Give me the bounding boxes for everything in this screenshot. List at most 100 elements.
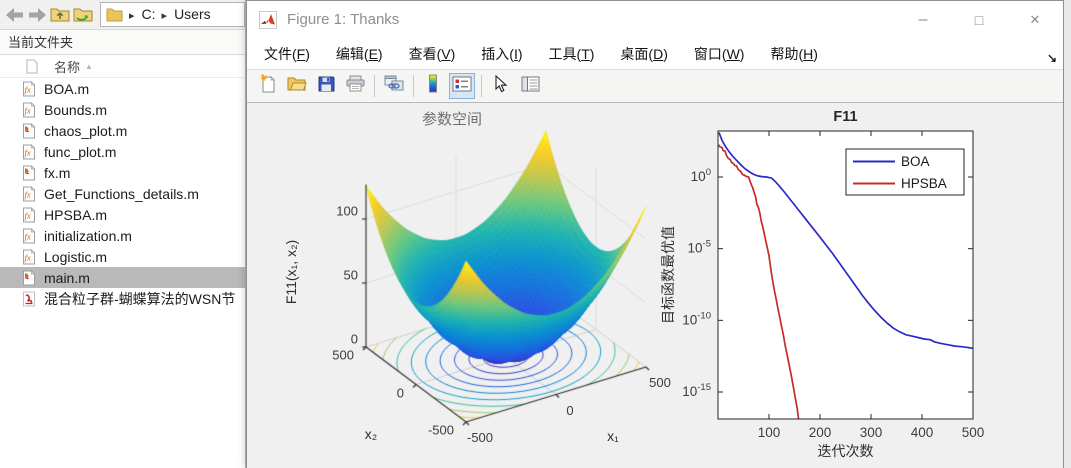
legend[interactable]: BOA HPSBA: [845, 148, 965, 196]
edit-plot-button[interactable]: [488, 73, 514, 99]
menu-item-insert[interactable]: 插入(I): [481, 45, 523, 62]
breadcrumb-segment[interactable]: Users: [158, 6, 213, 22]
property-inspector-button[interactable]: [517, 73, 543, 99]
y-tick-label: 100: [691, 167, 711, 184]
menu-item-window[interactable]: 窗口(W): [693, 45, 745, 62]
file-name: initialization.m: [44, 227, 132, 244]
y-tick-label: 10-10: [682, 310, 711, 327]
file-row[interactable]: 混合粒子群-蝴蝶算法的WSN节: [0, 288, 245, 309]
svg-text:fx: fx: [25, 252, 31, 262]
svg-text:fx: fx: [25, 210, 31, 220]
new-figure-button[interactable]: [255, 73, 281, 99]
x-tick-label: 400: [911, 425, 934, 440]
file-name: 混合粒子群-蝴蝶算法的WSN节: [44, 290, 236, 307]
insert-legend-icon: [452, 76, 472, 97]
figure-menubar: 文件(F) 编辑(E) 查看(V) 插入(I) 工具(T) 桌面(D) 窗口(W) 帮助(H): [247, 38, 1063, 70]
file-name: fx.m: [44, 164, 71, 181]
save-figure-button[interactable]: [313, 73, 339, 99]
svg-text:fx: fx: [25, 84, 31, 94]
link-plot-icon: [384, 75, 404, 97]
forward-button[interactable]: [26, 4, 48, 26]
file-name: main.m: [44, 269, 90, 286]
menu-item-view[interactable]: 查看(V): [408, 45, 456, 62]
file-name: Bounds.m: [44, 101, 108, 118]
menu-item-edit[interactable]: 编辑(E): [335, 45, 383, 62]
file-row[interactable]: main.m: [0, 267, 245, 288]
surface-plot-title: 参数空间: [421, 111, 482, 128]
x-tick-label: 300: [860, 425, 883, 440]
x-tick-label: 100: [758, 425, 781, 440]
panel-title: 当前文件夹: [0, 30, 245, 55]
surface-plot-canvas[interactable]: [247, 104, 717, 468]
svg-text:fx: fx: [25, 105, 31, 115]
print-figure-button[interactable]: [342, 73, 368, 99]
surface-tick-label: 100: [336, 203, 358, 219]
open-file-icon: [287, 75, 307, 97]
convergence-ylabel: 目标函数最优值: [660, 226, 676, 324]
y-tick-label: 10-5: [688, 239, 711, 256]
dock-figure-button[interactable]: [1047, 51, 1057, 65]
browse-folder-icon: [73, 8, 93, 22]
insert-colorbar-icon: [427, 74, 439, 98]
insert-legend-button[interactable]: [449, 73, 475, 99]
browse-folder-button[interactable]: [72, 4, 94, 26]
series-line-boa: [718, 132, 973, 350]
convergence-title: F11: [833, 109, 857, 125]
legend-box: [845, 148, 965, 196]
menu-item-help[interactable]: 帮助(H): [770, 45, 818, 62]
print-figure-icon: [346, 75, 365, 97]
menu-item-desktop[interactable]: 桌面(D): [620, 45, 668, 62]
surface-tick-label: 500: [649, 375, 671, 390]
figure-titlebar[interactable]: Figure 1: Thanks: [247, 1, 1063, 38]
file-row[interactable]: chaos_plot.m: [0, 120, 245, 141]
current-folder-panel: C:Users 当前文件夹 名称 ▲ fx BOA.m fx Bounds.m chao…: [0, 0, 246, 468]
back-button[interactable]: [3, 4, 25, 26]
file-row[interactable]: fx HPSBA.m: [0, 204, 245, 225]
save-figure-icon: [318, 75, 335, 97]
matlab-script-icon: [21, 269, 37, 286]
column-header-name: 名称: [54, 59, 81, 75]
menu-item-file[interactable]: 文件(F): [264, 45, 310, 62]
x-tick-label: 200: [809, 425, 832, 440]
axes-box: [717, 130, 974, 420]
file-row[interactable]: fx.m: [0, 162, 245, 183]
breadcrumb[interactable]: C:Users: [100, 2, 245, 27]
minimize-button[interactable]: [895, 1, 951, 38]
maximize-button[interactable]: [951, 1, 1007, 38]
convergence-plot[interactable]: 100 200 300 400 500 100 10-5 10-10 10-15 F11 迭代次数 目…: [647, 104, 1063, 468]
figure-canvas: 参数空间 F11(x₁, x₂) x₁ x₂ 0 50 100 -500 0 500 -50…: [247, 104, 1063, 468]
toolbar-separator: [413, 75, 414, 97]
surface-xlabel: x₁: [607, 428, 619, 444]
property-inspector-icon: [521, 76, 540, 97]
legend-label: HPSBA: [901, 176, 947, 191]
file-row[interactable]: fx Get_Functions_details.m: [0, 183, 245, 204]
legend-label: BOA: [901, 154, 930, 169]
close-button[interactable]: [1007, 1, 1063, 38]
up-folder-button[interactable]: [49, 4, 71, 26]
matlab-function-icon: fx: [21, 185, 37, 202]
forward-icon: [28, 7, 46, 22]
file-row[interactable]: fx initialization.m: [0, 225, 245, 246]
files-list: fx BOA.m fx Bounds.m chaos_plot.m fx func_plot…: [0, 78, 245, 309]
x-tick-label: 500: [962, 425, 985, 440]
file-row[interactable]: fx Logistic.m: [0, 246, 245, 267]
file-row[interactable]: fx Bounds.m: [0, 99, 245, 120]
figure-toolbar: [247, 70, 1063, 103]
file-row[interactable]: fx func_plot.m: [0, 141, 245, 162]
toolbar-separator: [374, 75, 375, 97]
open-file-button[interactable]: [284, 73, 310, 99]
matlab-function-icon: fx: [21, 227, 37, 244]
link-plot-button[interactable]: [381, 73, 407, 99]
file-name: BOA.m: [44, 80, 90, 97]
file-list-header[interactable]: 名称 ▲: [0, 55, 245, 78]
file-row[interactable]: fx BOA.m: [0, 78, 245, 99]
surface-tick-label: -500: [466, 430, 494, 445]
sort-ascending-icon: ▲: [85, 61, 93, 71]
insert-colorbar-button[interactable]: [420, 73, 446, 99]
menu-item-tools[interactable]: 工具(T): [548, 45, 595, 62]
matlab-script-icon: [21, 164, 37, 181]
matlab-function-icon: fx: [21, 206, 37, 223]
new-figure-icon: [259, 74, 277, 98]
toolbar-separator: [481, 75, 482, 97]
breadcrumb-segment[interactable]: C:: [125, 6, 158, 22]
